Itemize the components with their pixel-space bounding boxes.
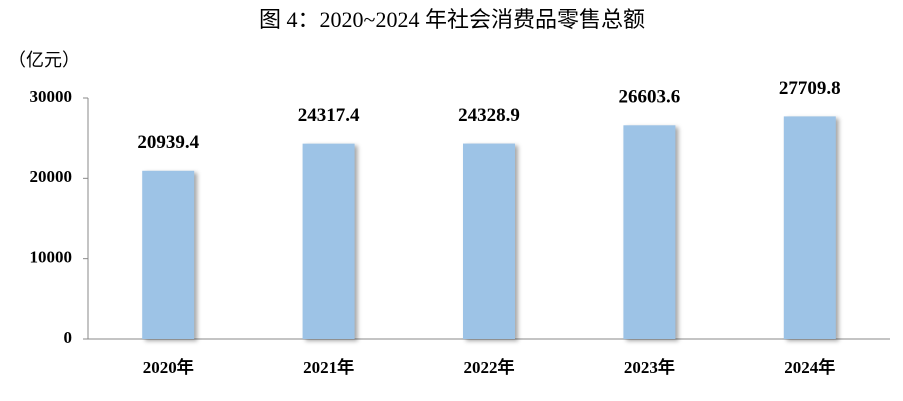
bar bbox=[302, 143, 355, 339]
bar bbox=[142, 170, 195, 339]
chart-title: 图 4：2020~2024 年社会消费品零售总额 bbox=[259, 7, 645, 32]
y-tick-label: 0 bbox=[64, 328, 73, 347]
data-label: 24328.9 bbox=[458, 105, 520, 126]
data-label: 26603.6 bbox=[619, 87, 681, 108]
bar bbox=[623, 125, 676, 339]
y-tick-label: 20000 bbox=[30, 167, 73, 186]
x-tick-label: 2020年 bbox=[143, 357, 194, 377]
data-label: 20939.4 bbox=[137, 132, 199, 153]
y-tick-label: 10000 bbox=[30, 248, 73, 267]
x-tick-label: 2023年 bbox=[624, 357, 675, 377]
data-label: 27709.8 bbox=[779, 78, 841, 99]
x-tick-label: 2024年 bbox=[784, 357, 835, 377]
bar bbox=[463, 143, 515, 339]
x-tick-label: 2021年 bbox=[303, 357, 354, 377]
y-tick-label: 30000 bbox=[30, 87, 73, 106]
y-axis-label: （亿元） bbox=[8, 50, 80, 70]
data-label: 24317.4 bbox=[298, 105, 360, 126]
x-tick-label: 2022年 bbox=[464, 357, 515, 377]
bar bbox=[783, 116, 836, 339]
